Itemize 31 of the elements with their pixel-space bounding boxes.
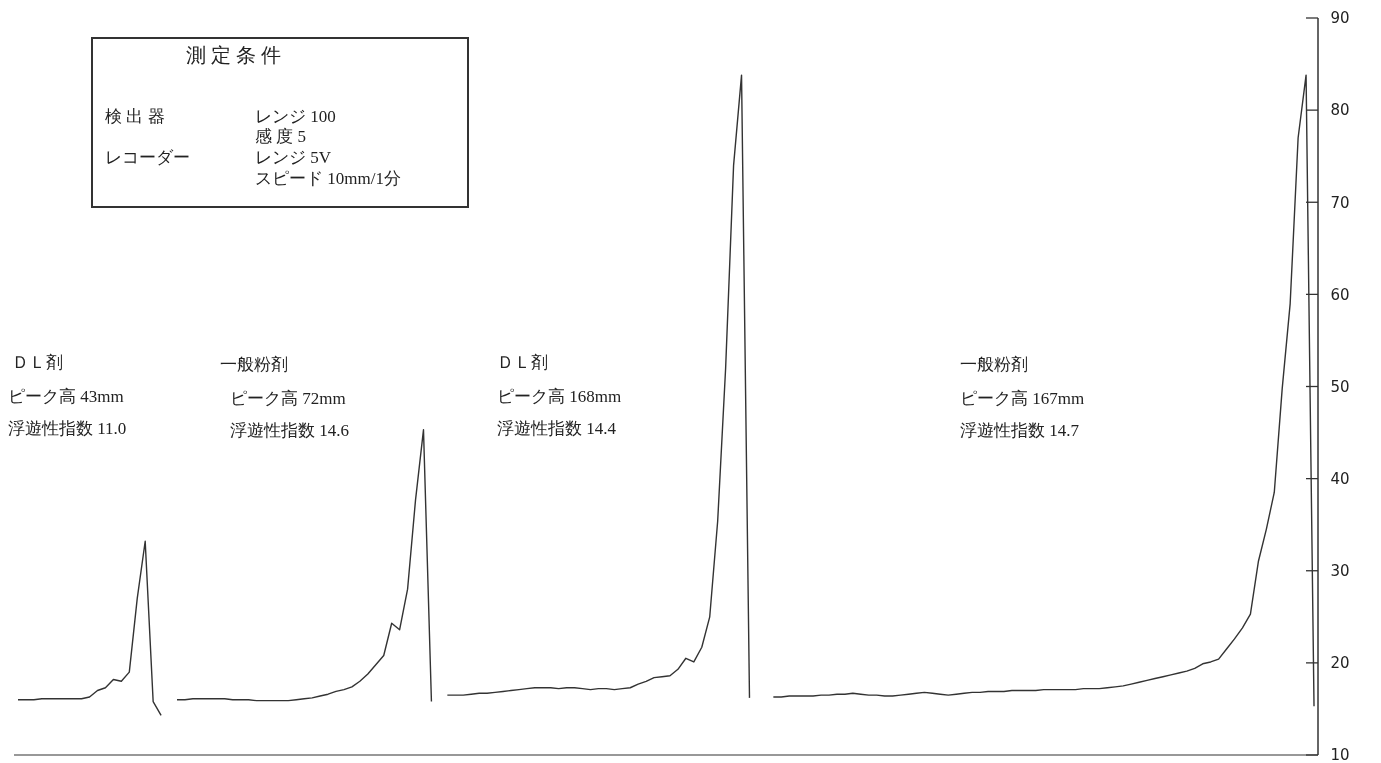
annotation: 浮遊性指数 14.4 [497, 419, 617, 438]
y-tick-label: 90 [1330, 9, 1350, 28]
line-series [17, 540, 162, 717]
annotation: 一般粉剤 [960, 355, 1028, 374]
y-tick-label: 30 [1330, 562, 1350, 580]
annotation: ピーク高 168mm [497, 387, 622, 406]
y-tick-label: 40 [1330, 469, 1350, 488]
annotation: レンジ 100 [255, 107, 336, 126]
annotation: ピーク高 72mm [230, 389, 346, 408]
annotation: ＤＬ剤 [497, 353, 548, 372]
annotation: ＤＬ剤 [12, 353, 63, 372]
y-tick-label: 60 [1330, 285, 1350, 304]
line-series [772, 74, 1315, 707]
annotation: 浮遊性指数 14.6 [230, 421, 349, 440]
annotation: 測 定 条 件 [185, 44, 281, 66]
annotation: ピーク高 167mm [960, 389, 1085, 408]
annotation: 感 度 5 [255, 127, 306, 146]
annotation: 検 出 器 [105, 107, 165, 126]
line-series [446, 74, 751, 699]
annotation: 一般粉剤 [220, 355, 288, 374]
annotation: スピード 10mm/1分 [255, 169, 401, 188]
y-tick-label: 10 [1330, 746, 1350, 763]
annotation: 浮遊性指数 11.0 [8, 419, 127, 438]
annotation: レンジ 5V [255, 148, 332, 167]
y-tick-label: 80 [1330, 101, 1350, 120]
annotation: 浮遊性指数 14.7 [960, 421, 1080, 440]
y-tick-label: 70 [1330, 193, 1350, 212]
annotation: レコーダー [105, 148, 190, 167]
y-tick-label: 20 [1330, 654, 1350, 673]
y-tick-label: 50 [1330, 377, 1350, 396]
annotation: ピーク高 43mm [8, 387, 124, 406]
